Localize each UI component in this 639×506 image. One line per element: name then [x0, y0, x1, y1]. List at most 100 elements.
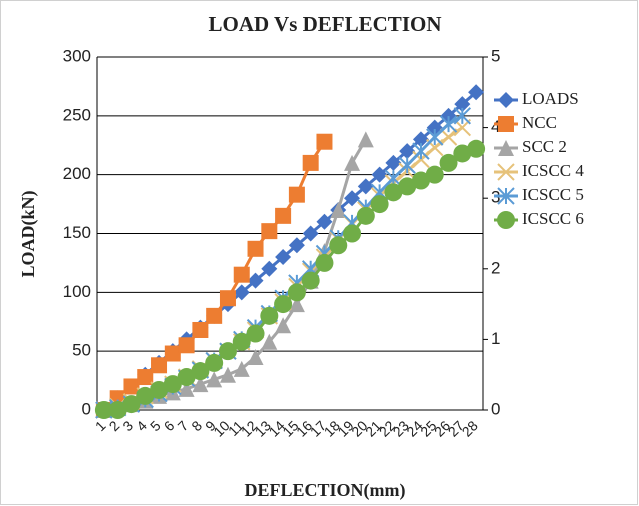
y-tick-label: 200 [63, 164, 91, 183]
y-tick-label: 50 [72, 341, 91, 360]
data-point [344, 190, 361, 207]
x-axis-title: DEFLECTION(mm) [245, 480, 406, 501]
data-point [371, 166, 388, 183]
data-point [344, 154, 361, 171]
data-point [412, 131, 429, 148]
data-point [219, 366, 236, 383]
legend-marker [497, 187, 515, 205]
legend-label: ICSCC 4 [522, 161, 584, 180]
data-point [191, 362, 210, 381]
data-point [233, 266, 250, 283]
data-point [261, 260, 278, 277]
data-point [260, 306, 279, 325]
chart-title: LOAD Vs DEFLECTION [209, 12, 442, 36]
data-point [150, 380, 169, 399]
data-point [412, 142, 430, 160]
data-point [247, 240, 264, 257]
data-point [316, 213, 333, 230]
data-point [151, 357, 168, 374]
legend-marker [498, 140, 514, 156]
data-point [385, 154, 402, 171]
data-point [163, 375, 182, 394]
data-point [137, 369, 154, 386]
y2-tick-label: 5 [491, 46, 500, 65]
data-point [288, 186, 305, 203]
data-point [123, 378, 140, 395]
legend-marker [497, 211, 515, 229]
data-point [399, 143, 416, 160]
data-point [411, 171, 430, 190]
data-point [218, 342, 237, 361]
y-tick-label: 250 [63, 105, 91, 124]
data-point [398, 177, 417, 196]
legend-marker [498, 92, 514, 108]
data-point [288, 296, 305, 313]
data-point [453, 144, 472, 163]
legend-label: LOADS [522, 89, 579, 108]
y2-tick-label: 2 [491, 258, 500, 277]
data-point [275, 317, 292, 334]
data-point [301, 271, 320, 290]
data-point [192, 376, 209, 393]
data-point [94, 401, 113, 419]
data-point [302, 154, 319, 171]
data-point [426, 119, 443, 136]
data-point [412, 150, 430, 169]
data-point [261, 333, 278, 350]
data-point [302, 225, 319, 242]
data-point [356, 206, 375, 225]
data-point [357, 178, 374, 195]
data-point [454, 96, 471, 113]
data-point [219, 290, 236, 307]
data-point [178, 380, 195, 397]
data-point [233, 360, 250, 377]
y-tick-label: 0 [82, 399, 91, 418]
y-axis-title: LOAD(kN) [18, 190, 39, 277]
data-point [164, 345, 181, 362]
data-point [287, 283, 306, 302]
y2-tick-label: 1 [491, 329, 500, 348]
data-point [233, 284, 250, 301]
data-point [247, 349, 264, 366]
data-point [247, 272, 264, 289]
data-point [275, 207, 292, 224]
data-point [343, 224, 362, 243]
data-point [330, 201, 347, 218]
y-tick-label: 100 [63, 282, 91, 301]
data-point [192, 321, 209, 338]
data-point [398, 156, 416, 174]
data-point [316, 133, 333, 150]
data-point [468, 84, 485, 101]
data-point [288, 237, 305, 254]
data-point [246, 324, 265, 343]
data-point [232, 332, 251, 351]
data-point [205, 353, 224, 372]
data-point [426, 128, 444, 146]
data-point [439, 128, 458, 146]
data-point [315, 253, 334, 272]
legend-label: ICSCC 6 [522, 209, 584, 228]
data-point [177, 368, 196, 387]
data-point [357, 131, 374, 148]
data-point [108, 401, 127, 419]
data-point [370, 195, 389, 214]
data-point [136, 386, 155, 405]
legend-marker [497, 163, 515, 181]
data-point [384, 183, 403, 202]
data-point [467, 139, 486, 158]
data-point [439, 153, 458, 172]
data-point [275, 249, 292, 266]
legend-label: NCC [522, 113, 557, 132]
data-point [439, 115, 458, 133]
data-point [274, 295, 293, 314]
data-point [178, 337, 195, 354]
y2-tick-label: 4 [491, 117, 500, 136]
y2-tick-label: 0 [491, 399, 500, 418]
data-point [425, 165, 444, 184]
legend-marker [498, 116, 514, 132]
data-point [206, 307, 223, 324]
data-point [329, 236, 348, 255]
y-tick-label: 300 [63, 46, 91, 65]
legend-label: SCC 2 [522, 137, 567, 156]
